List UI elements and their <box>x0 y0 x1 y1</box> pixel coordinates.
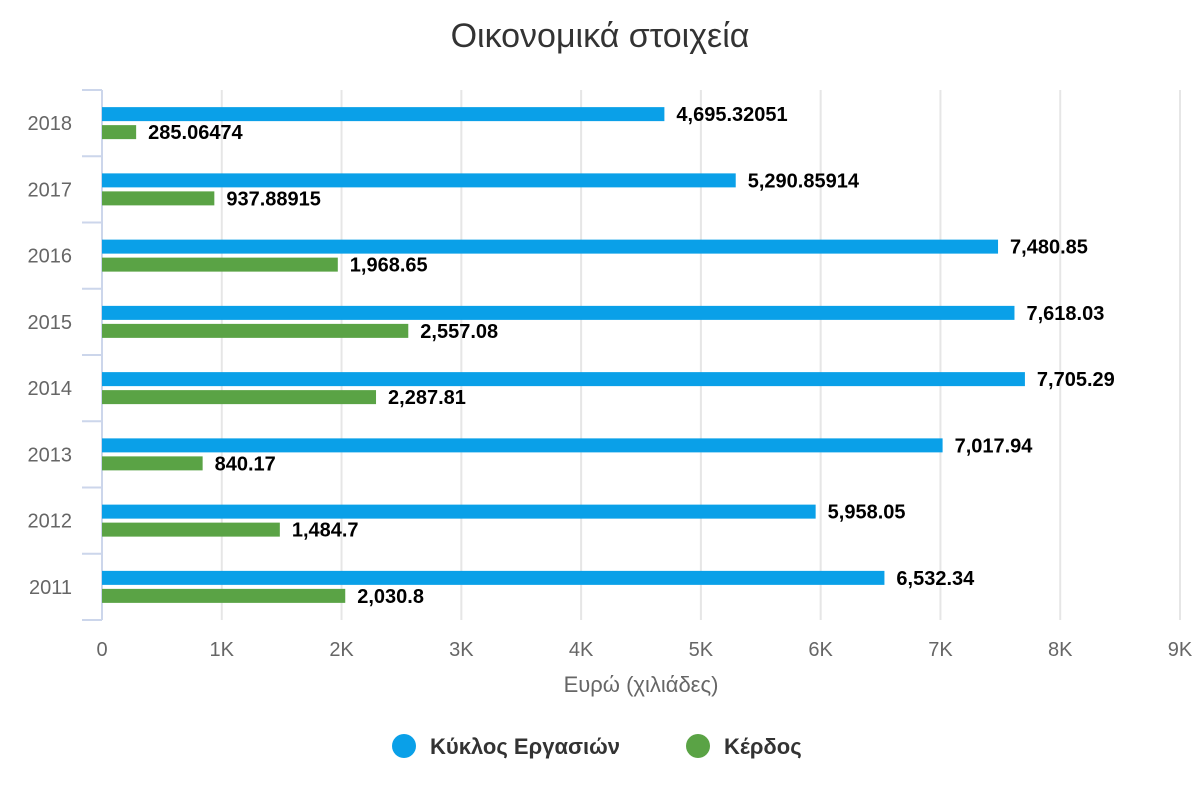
bar-value-label: 5,958.05 <box>828 502 906 524</box>
grid-lines <box>220 90 1181 620</box>
bar-turnover[interactable] <box>102 173 736 188</box>
bar-value-label: 7,705.29 <box>1037 369 1115 391</box>
x-tick-label: 6K <box>808 639 833 661</box>
tick-labels: 0 1K 2K 3K 4K 5K 6K 7K 8K 9K 2018 2017 2016 2015 2014 2… <box>28 113 1193 661</box>
x-tick-label: 4K <box>569 639 594 661</box>
bar-turnover[interactable] <box>102 504 816 519</box>
legend-swatch <box>686 734 710 758</box>
bar-profit[interactable] <box>102 191 215 206</box>
bar-value-label: 7,618.03 <box>1026 303 1104 325</box>
legend-label: Κέρδος <box>724 734 802 759</box>
bar-value-label: 937.88915 <box>226 188 321 210</box>
bar-value-label: 2,030.8 <box>357 586 424 608</box>
bar-profit[interactable] <box>102 390 377 405</box>
legend[interactable]: Κύκλος Εργασιών Κέρδος <box>392 734 802 759</box>
bar-value-label: 840.17 <box>215 453 276 475</box>
y-category-label: 2014 <box>28 378 73 400</box>
x-tick-label: 7K <box>928 639 953 661</box>
bar-value-label: 4,695.32051 <box>676 104 787 126</box>
bar-value-label: 5,290.85914 <box>748 170 860 192</box>
chart-title: Οικονομικά στοιχεία <box>451 17 750 55</box>
y-category-label: 2011 <box>29 577 72 599</box>
x-tick-label: 9K <box>1168 639 1193 661</box>
bar-turnover[interactable] <box>102 239 999 254</box>
x-axis-title: Ευρώ (χιλιάδες) <box>564 672 719 697</box>
bar-value-label: 2,557.08 <box>420 321 498 343</box>
x-tick-label: 2K <box>329 639 354 661</box>
y-category-label: 2012 <box>28 511 73 533</box>
bar-profit[interactable] <box>102 456 203 471</box>
data-labels: 4,695.32051 285.06474 5,290.85914 937.88915… <box>148 104 1115 608</box>
y-category-label: 2015 <box>28 312 73 334</box>
axes <box>82 89 103 621</box>
y-category-label: 2017 <box>28 179 73 201</box>
bar-profit[interactable] <box>102 323 409 338</box>
x-tick-label: 3K <box>449 639 474 661</box>
bar-value-label: 1,484.7 <box>292 520 359 542</box>
y-category-label: 2013 <box>28 444 73 466</box>
x-tick-label: 5K <box>689 639 714 661</box>
bar-value-label: 6,532.34 <box>896 568 975 590</box>
legend-item-turnover[interactable]: Κύκλος Εργασιών <box>392 734 620 759</box>
bar-turnover[interactable] <box>102 107 665 122</box>
bar-value-label: 2,287.81 <box>388 387 466 409</box>
x-tick-label: 1K <box>210 639 235 661</box>
bar-turnover[interactable] <box>102 305 1015 320</box>
bar-turnover[interactable] <box>102 570 885 585</box>
bar-turnover[interactable] <box>102 372 1025 387</box>
bar-turnover[interactable] <box>102 438 943 453</box>
bar-value-label: 7,017.94 <box>955 435 1034 457</box>
x-tick-label: 8K <box>1048 639 1073 661</box>
legend-swatch <box>392 734 416 758</box>
bar-value-label: 1,968.65 <box>350 255 428 277</box>
bar-value-label: 7,480.85 <box>1010 237 1088 259</box>
bars[interactable] <box>102 107 1025 603</box>
x-tick-label: 0 <box>96 639 107 661</box>
bar-profit[interactable] <box>102 125 137 140</box>
bar-value-label: 285.06474 <box>148 122 243 144</box>
y-category-label: 2018 <box>28 113 73 135</box>
bar-profit[interactable] <box>102 522 280 537</box>
y-category-label: 2016 <box>28 246 73 268</box>
bar-profit[interactable] <box>102 257 338 272</box>
legend-label: Κύκλος Εργασιών <box>430 734 620 759</box>
legend-item-profit[interactable]: Κέρδος <box>686 734 802 759</box>
bar-profit[interactable] <box>102 588 346 603</box>
